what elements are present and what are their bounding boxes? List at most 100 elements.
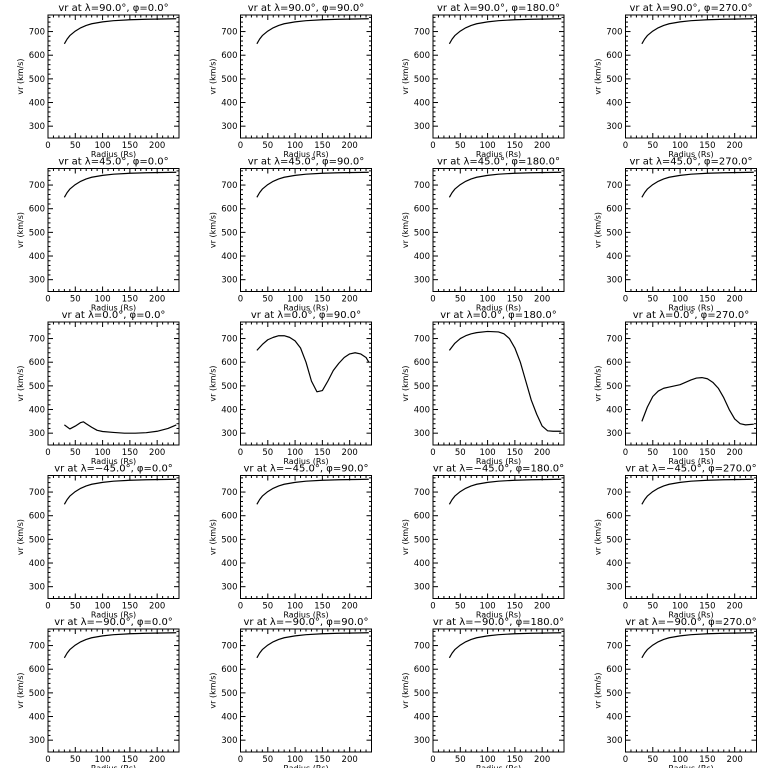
y-tick-label: 500	[414, 535, 430, 545]
x-tick-label: 50	[455, 141, 466, 151]
x-axis-label: Radius (Rs)	[91, 457, 136, 466]
x-tick-label: 100	[479, 448, 495, 458]
y-tick-label: 300	[29, 583, 45, 593]
y-axis-label: vr (km/s)	[209, 58, 218, 94]
panel-9: 0 50 100 150 200 300 400 500 600 700 vr at λ=0.0°,…	[16, 310, 180, 466]
x-tick-label: 100	[672, 295, 688, 305]
y-tick-label: 400	[414, 406, 430, 416]
panel-title: vr at λ=90.0°, φ=270.0°	[630, 3, 753, 14]
x-tick-label: 50	[647, 602, 658, 612]
y-tick-label: 300	[221, 583, 237, 593]
series-line	[641, 376, 754, 426]
y-tick-label: 600	[29, 205, 45, 215]
y-tick-label: 700	[414, 488, 430, 498]
x-tick-label: 200	[727, 295, 743, 305]
x-tick-label: 0	[45, 602, 50, 612]
y-tick-label: 500	[606, 689, 622, 699]
x-tick-label: 50	[647, 295, 658, 305]
plot-frame	[625, 628, 757, 753]
panel-title: vr at λ=−90.0°, φ=270.0°	[625, 617, 756, 628]
x-tick-label: 150	[699, 448, 715, 458]
x-tick-label: 200	[534, 448, 550, 458]
series-line	[256, 18, 369, 45]
y-axis-label: vr (km/s)	[16, 672, 25, 708]
y-tick-label: 600	[29, 51, 45, 61]
y-axis-label: vr (km/s)	[209, 519, 218, 555]
y-axis-label: vr (km/s)	[16, 58, 25, 94]
x-tick-label: 150	[314, 755, 330, 765]
x-tick-label: 50	[70, 448, 81, 458]
y-tick-label: 400	[29, 559, 45, 569]
y-tick-label: 600	[606, 358, 622, 368]
x-tick-label: 100	[287, 448, 303, 458]
y-tick-label: 500	[414, 75, 430, 85]
x-tick-label: 0	[623, 448, 628, 458]
plot-frame	[432, 475, 565, 599]
panel-title: vr at λ=0.0°, φ=90.0°	[251, 310, 361, 321]
panel-title: vr at λ=45.0°, φ=270.0°	[630, 157, 753, 168]
x-tick-label: 150	[699, 602, 715, 612]
y-axis-label: vr (km/s)	[209, 212, 218, 248]
y-tick-label: 600	[606, 205, 622, 215]
y-axis-label: vr (km/s)	[16, 365, 25, 401]
series-line	[641, 171, 754, 198]
plot-frame	[432, 14, 565, 139]
x-axis-label: Radius (Rs)	[91, 150, 136, 159]
y-tick-label: 700	[221, 28, 237, 38]
y-tick-label: 400	[414, 713, 430, 723]
x-tick-label: 50	[70, 755, 81, 765]
y-tick-label: 600	[414, 51, 430, 61]
x-tick-label: 0	[623, 141, 628, 151]
y-tick-label: 600	[606, 512, 622, 522]
x-tick-label: 150	[699, 295, 715, 305]
plot-frame	[432, 628, 565, 753]
x-tick-label: 200	[534, 295, 550, 305]
panel-title: vr at λ=90.0°, φ=0.0°	[58, 3, 168, 14]
x-tick-label: 0	[623, 295, 628, 305]
x-tick-label: 150	[314, 295, 330, 305]
y-tick-label: 300	[414, 429, 430, 439]
panel-title: vr at λ=−90.0°, φ=90.0°	[244, 617, 369, 628]
x-tick-label: 200	[534, 141, 550, 151]
y-tick-label: 600	[414, 205, 430, 215]
x-axis-label: Radius (Rs)	[668, 150, 713, 159]
x-tick-label: 200	[342, 295, 358, 305]
y-tick-label: 600	[606, 665, 622, 675]
series-line	[256, 171, 369, 198]
series-line	[448, 18, 562, 45]
panel-11: 0 50 100 150 200 300 400 500 600 700 vr at λ=0.0°,…	[401, 310, 565, 466]
panel-8: 0 50 100 150 200 300 400 500 600 700 vr at λ=45.0°…	[594, 157, 757, 313]
plot-frame	[240, 14, 372, 139]
x-tick-label: 200	[727, 755, 743, 765]
x-tick-label: 100	[672, 448, 688, 458]
x-axis-label: Radius (Rs)	[668, 611, 713, 620]
series-line	[256, 335, 370, 393]
x-axis-label: Radius (Rs)	[283, 611, 328, 620]
plot-frame	[625, 14, 757, 139]
x-tick-label: 50	[455, 755, 466, 765]
y-tick-label: 600	[414, 358, 430, 368]
y-axis-label: vr (km/s)	[401, 212, 410, 248]
y-tick-label: 600	[606, 51, 622, 61]
y-tick-label: 600	[414, 665, 430, 675]
y-tick-label: 400	[414, 252, 430, 262]
y-tick-label: 500	[221, 382, 237, 392]
panel-7: 0 50 100 150 200 300 400 500 600 700 vr at λ=45.0°…	[401, 157, 565, 313]
panel-2: 0 50 100 150 200 300 400 500 600 700 vr at λ=90.0°…	[209, 3, 372, 159]
y-tick-label: 500	[414, 382, 430, 392]
y-tick-label: 700	[29, 488, 45, 498]
y-axis-label: vr (km/s)	[16, 212, 25, 248]
x-tick-label: 150	[122, 141, 138, 151]
panel-18: 0 50 100 150 200 300 400 500 600 700 vr at λ=−90.0…	[209, 617, 372, 768]
x-axis-label: Radius (Rs)	[91, 764, 136, 768]
series-line	[448, 478, 562, 505]
x-tick-label: 0	[45, 141, 50, 151]
y-tick-label: 700	[29, 28, 45, 38]
x-tick-label: 200	[342, 755, 358, 765]
y-tick-label: 300	[606, 122, 622, 132]
x-tick-label: 50	[70, 141, 81, 151]
x-tick-label: 50	[262, 755, 273, 765]
y-tick-label: 600	[221, 665, 237, 675]
x-tick-label: 50	[70, 295, 81, 305]
x-tick-label: 100	[94, 602, 110, 612]
